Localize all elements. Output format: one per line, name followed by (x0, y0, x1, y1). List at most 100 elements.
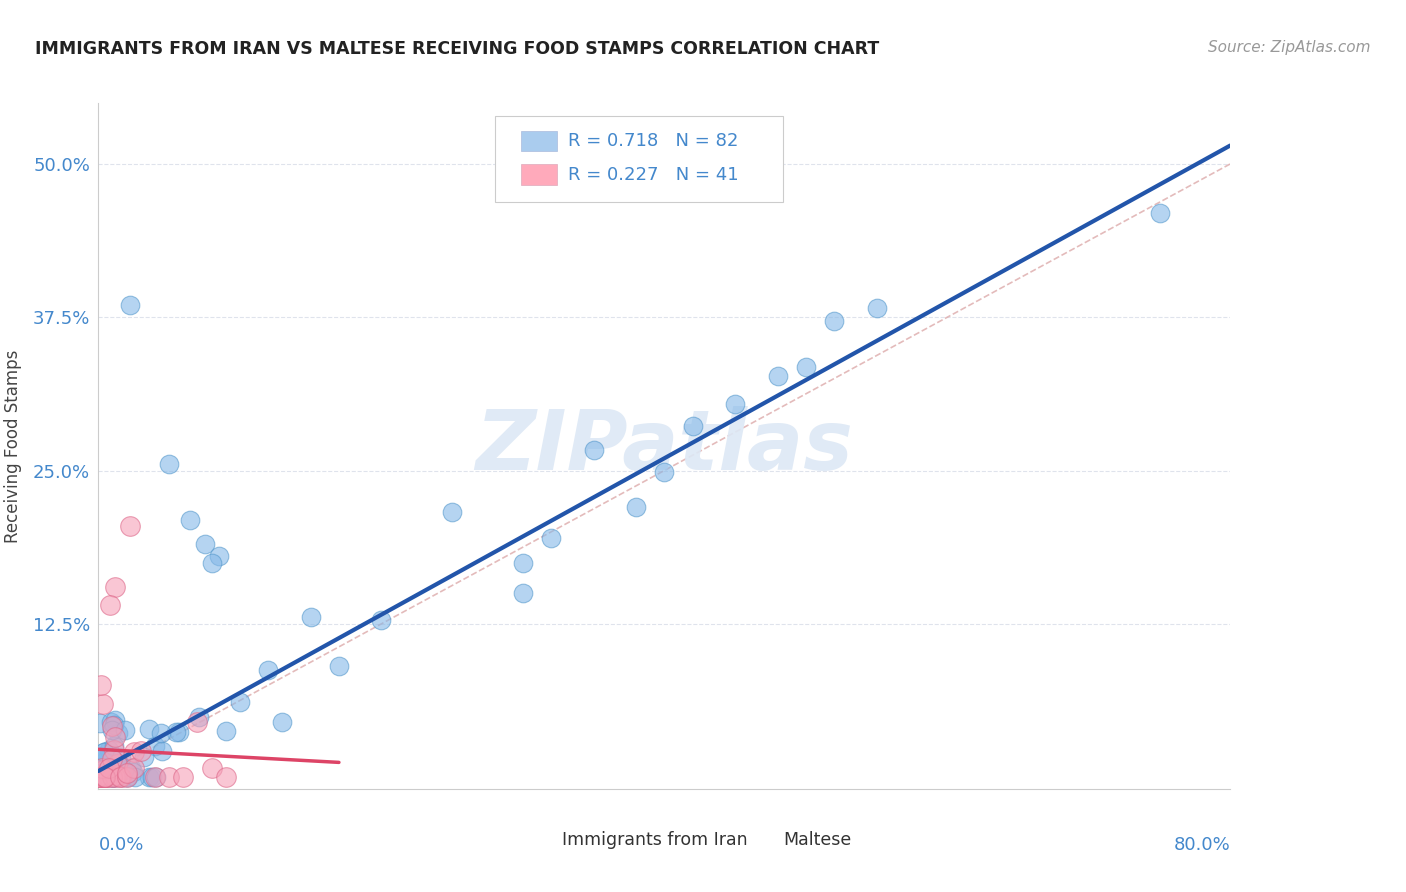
Point (512, 557, 534, 571)
Point (188, 710, 211, 724)
Point (104, 730, 127, 744)
Point (107, 725, 129, 739)
Point (90, 770, 112, 784)
Point (101, 770, 124, 784)
Point (143, 739, 166, 753)
Point (257, 663, 280, 677)
Point (90, 770, 112, 784)
Point (117, 770, 139, 784)
Point (145, 770, 167, 784)
Point (108, 770, 131, 784)
Point (328, 659, 350, 673)
Point (101, 770, 124, 784)
Point (104, 770, 127, 784)
Text: R = 0.718   N = 82: R = 0.718 N = 82 (568, 132, 738, 150)
Point (91, 761, 114, 775)
Point (201, 760, 224, 774)
Point (100, 719, 122, 733)
Point (582, 443, 605, 458)
Point (118, 518, 141, 533)
FancyBboxPatch shape (523, 831, 554, 849)
Point (96, 770, 118, 784)
Point (87, 770, 110, 784)
Point (122, 745, 145, 759)
Point (110, 750, 132, 764)
Point (122, 760, 145, 774)
Point (101, 770, 124, 784)
FancyBboxPatch shape (520, 131, 557, 152)
Point (766, 369, 789, 384)
Point (89, 715, 111, 730)
Text: 0.0%: 0.0% (98, 836, 143, 855)
Y-axis label: Receiving Food Stamps: Receiving Food Stamps (4, 350, 21, 542)
Point (101, 770, 124, 784)
Point (132, 749, 155, 764)
FancyBboxPatch shape (520, 164, 557, 185)
Text: ZIPatlas: ZIPatlas (475, 406, 853, 486)
Point (149, 726, 172, 740)
Point (100, 714, 122, 729)
Point (94, 770, 117, 784)
Point (104, 580, 127, 594)
Point (110, 770, 132, 784)
Point (90, 770, 112, 784)
Point (172, 770, 194, 784)
Point (165, 724, 187, 739)
Point (94, 754, 117, 768)
Point (122, 765, 145, 780)
Point (111, 763, 134, 777)
Point (201, 556, 224, 570)
Point (111, 770, 134, 784)
Point (682, 419, 704, 434)
Point (97, 770, 120, 784)
Point (98, 599, 121, 613)
Point (169, 724, 191, 739)
Point (157, 770, 180, 784)
Point (179, 512, 201, 526)
Point (93, 770, 115, 784)
Point (138, 722, 160, 736)
Point (104, 770, 127, 784)
Point (124, 770, 146, 784)
Point (105, 757, 128, 772)
Point (114, 723, 136, 737)
Point (193, 537, 215, 551)
Text: Immigrants from Iran: Immigrants from Iran (562, 831, 748, 849)
Point (93, 770, 115, 784)
Point (865, 301, 887, 315)
Point (540, 531, 562, 545)
Point (114, 770, 136, 784)
Point (107, 756, 129, 771)
Point (104, 713, 127, 727)
Point (215, 724, 238, 739)
Point (1149, 206, 1171, 220)
Point (271, 714, 294, 729)
Text: Maltese: Maltese (783, 831, 852, 849)
Point (89, 759, 111, 773)
Point (90, 678, 112, 692)
Point (138, 770, 160, 784)
Point (91, 697, 114, 711)
Point (115, 770, 138, 784)
Point (215, 770, 238, 784)
Point (186, 714, 208, 729)
Point (94, 770, 117, 784)
Point (794, 360, 817, 375)
Text: 80.0%: 80.0% (1174, 836, 1230, 855)
Text: R = 0.227   N = 41: R = 0.227 N = 41 (568, 166, 738, 184)
Point (97, 762, 120, 776)
Point (112, 763, 135, 777)
Point (101, 770, 124, 784)
Point (208, 549, 231, 564)
Text: Source: ZipAtlas.com: Source: ZipAtlas.com (1208, 40, 1371, 55)
Point (441, 505, 464, 519)
Point (101, 723, 124, 737)
Point (89, 752, 111, 766)
Point (150, 744, 173, 758)
Point (512, 586, 534, 600)
Point (299, 610, 322, 624)
Point (90, 770, 112, 784)
Point (103, 742, 125, 756)
FancyBboxPatch shape (495, 116, 783, 202)
Point (90, 766, 112, 780)
